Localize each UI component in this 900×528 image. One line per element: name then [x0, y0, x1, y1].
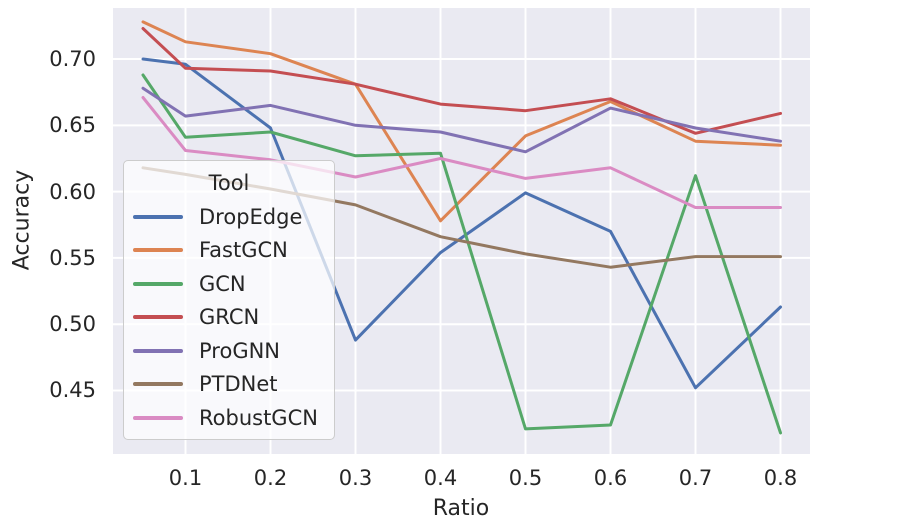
chart-canvas — [113, 8, 810, 454]
x-tick-label: 0.2 — [253, 466, 288, 490]
x-tick-label: 0.1 — [168, 466, 203, 490]
x-tick-label: 0.5 — [508, 466, 543, 490]
y-tick-label: 0.65 — [49, 113, 96, 138]
legend-label: ProGNN — [199, 338, 281, 363]
plot-area: Tool DropEdge FastGCN GCN GRCN ProGNN PTDNet R… — [113, 8, 810, 454]
x-tick-label: 0.7 — [678, 466, 713, 490]
legend-label: RobustGCN — [199, 405, 318, 430]
legend-label: DropEdge — [199, 204, 303, 229]
legend-item-DropEdge: DropEdge — [124, 200, 334, 234]
series-line-ProGNN — [141, 86, 782, 154]
legend-swatch-PTDNet — [133, 382, 183, 387]
legend-label: FastGCN — [199, 238, 288, 263]
series-line-RobustGCN — [141, 96, 782, 209]
legend-label: GCN — [199, 271, 246, 296]
legend-rows: DropEdge FastGCN GCN GRCN ProGNN PTDNet Robust… — [124, 200, 334, 435]
legend-item-GCN: GCN — [124, 267, 334, 301]
x-tick-label: 0.8 — [763, 466, 798, 490]
x-axis-label: Ratio — [432, 496, 490, 521]
legend-swatch-ProGNN — [133, 348, 183, 353]
legend-item-GRCN: GRCN — [124, 301, 334, 335]
y-axis-label: Accuracy — [9, 169, 35, 271]
legend-title: Tool — [208, 171, 250, 195]
legend-label: PTDNet — [199, 372, 278, 397]
x-tick-label: 0.3 — [338, 466, 373, 490]
legend: Tool DropEdge FastGCN GCN GRCN ProGNN PTDNet R… — [123, 160, 335, 440]
legend-item-RobustGCN: RobustGCN — [124, 401, 334, 435]
y-tick-label: 0.45 — [49, 378, 96, 403]
x-tick-label: 0.6 — [593, 466, 628, 490]
legend-swatch-RobustGCN — [133, 415, 183, 420]
legend-swatch-DropEdge — [133, 214, 183, 219]
series-line-FastGCN — [141, 20, 782, 223]
legend-item-ProGNN: ProGNN — [124, 334, 334, 368]
legend-swatch-GRCN — [133, 315, 183, 320]
y-tick-label: 0.50 — [49, 312, 96, 337]
series-line-GRCN — [141, 27, 782, 135]
legend-label: GRCN — [199, 305, 260, 330]
x-tick-label: 0.4 — [423, 466, 458, 490]
legend-swatch-FastGCN — [133, 248, 183, 253]
y-tick-label: 0.60 — [49, 179, 96, 204]
y-tick-label: 0.70 — [49, 47, 96, 72]
legend-item-FastGCN: FastGCN — [124, 234, 334, 268]
legend-item-PTDNet: PTDNet — [124, 368, 334, 402]
legend-swatch-GCN — [133, 281, 183, 286]
series-line-DropEdge — [141, 57, 782, 390]
y-tick-label: 0.55 — [49, 245, 96, 270]
